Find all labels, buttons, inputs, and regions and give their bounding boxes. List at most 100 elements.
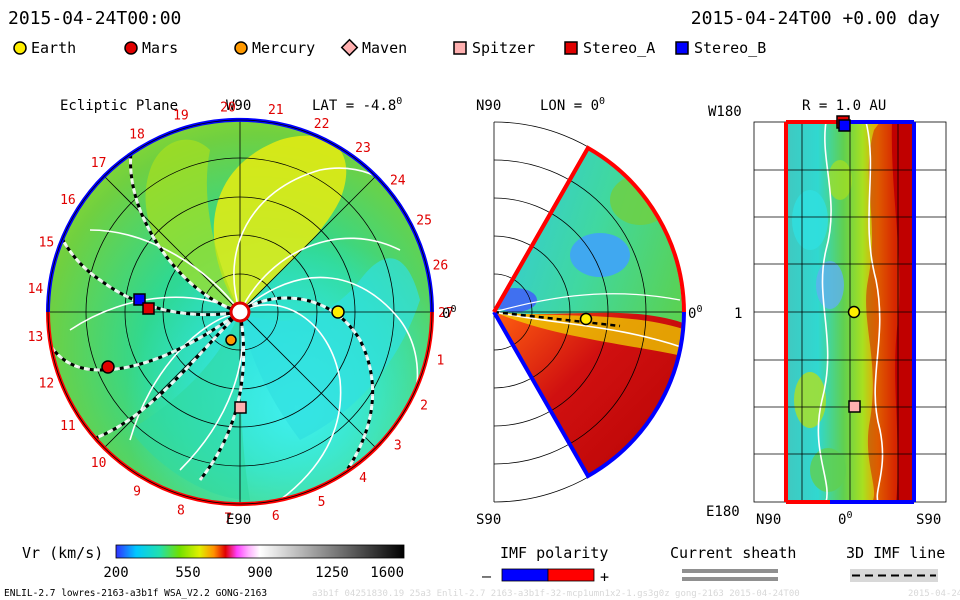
legend-label: Stereo_B: [694, 39, 766, 57]
mars-marker: [101, 360, 115, 374]
imf3d-title: 3D IMF line: [846, 544, 945, 562]
meridional-panel: N90 LON = 00: [476, 96, 702, 528]
maven-marker-icon: [340, 38, 359, 57]
footer-faint-id: a3b1f 04251830.19 25a3 Enlil-2.7 2163-a3…: [312, 589, 800, 599]
mars-marker-icon: [124, 41, 138, 55]
ecliptic-panel: Ecliptic Plane W90 LAT = -4.80: [28, 96, 457, 528]
radial-left-mid: 1: [734, 306, 742, 322]
colorbar: Vr (km/s) 200 550 900 1250 1600: [22, 544, 405, 581]
meridional-velocity-map: [494, 148, 683, 476]
ecliptic-tick-label: 13: [28, 330, 44, 345]
ecliptic-top-label: W90: [226, 98, 251, 114]
imf-legend-minus: –: [482, 567, 492, 585]
meridional-right-label: 00: [688, 304, 702, 322]
colorbar-tick-label: 550: [175, 565, 200, 581]
ecliptic-tick-label: 12: [39, 377, 55, 392]
earth-marker-radial: [847, 305, 861, 319]
radial-left-top: W180: [708, 104, 742, 120]
legend-label: Mars: [142, 39, 178, 57]
legend-mars: Mars: [124, 39, 178, 57]
stereo-b-marker-radial: [838, 119, 851, 132]
footer-model: ENLIL-2.7 lowres-2163-a3b1f WSA_V2.2 GON…: [4, 588, 267, 599]
ecliptic-velocity-map: [48, 120, 432, 504]
colorbar-gradient: [115, 544, 405, 559]
colorbar-tick-label: 900: [247, 565, 272, 581]
ecliptic-tick-label: 2: [420, 399, 428, 414]
header-date-right: 2015-04-24T00 +0.00 day: [691, 8, 940, 29]
legend-maven: Maven: [340, 38, 407, 57]
earth-marker: [331, 305, 345, 319]
legend-label: Spitzer: [472, 39, 535, 57]
ecliptic-tick-label: 27: [438, 306, 454, 321]
meridional-lon-label: LON = 00: [540, 96, 605, 114]
body-legend: Earth Mars Mercury Maven Spitzer Stereo_…: [13, 38, 766, 57]
spitzer-marker: [234, 401, 247, 414]
ecliptic-tick-label: 18: [129, 128, 145, 143]
ecliptic-tick-label: 5: [318, 495, 326, 510]
imf3d-legend: 3D IMF line: [846, 544, 945, 582]
imf-polarity-legend: IMF polarity – +: [482, 544, 609, 586]
ecliptic-title: Ecliptic Plane: [60, 98, 178, 114]
stereo-a-marker: [142, 302, 155, 315]
ecliptic-tick-label: 25: [416, 214, 432, 229]
ecliptic-tick-label: 26: [433, 259, 449, 274]
spitzer-marker-icon: [453, 41, 467, 55]
legend-stereo-a: Stereo_A: [564, 39, 655, 57]
ecliptic-tick-label: 9: [133, 484, 141, 499]
legend-label: Earth: [31, 39, 76, 57]
imf-legend-plus: +: [600, 568, 609, 586]
current-sheath-swatch: [682, 569, 778, 573]
legend-spitzer: Spitzer: [453, 39, 535, 57]
ecliptic-tick-label: 1: [436, 354, 444, 369]
ecliptic-tick-label: 11: [60, 419, 76, 434]
colorbar-label: Vr (km/s): [22, 544, 103, 562]
stereo-a-marker-icon: [564, 41, 578, 55]
ecliptic-tick-label: 15: [39, 236, 55, 251]
imf-positive-swatch: [547, 568, 595, 582]
footer-faint-date: 2015-04-24: [908, 589, 960, 599]
mercury-marker: [225, 334, 237, 346]
ecliptic-tick-label: 8: [177, 503, 185, 518]
meridional-top-label: N90: [476, 98, 501, 114]
legend-label: Maven: [362, 39, 407, 57]
mercury-marker-icon: [234, 41, 248, 55]
ecliptic-tick-label: 14: [28, 282, 44, 297]
ecliptic-tick-label: 6: [272, 509, 280, 524]
ecliptic-tick-label: 22: [314, 117, 330, 132]
radial-title: R = 1.0 AU: [802, 98, 886, 114]
ecliptic-tick-label: 17: [91, 156, 107, 171]
ecliptic-tick-label: 23: [355, 141, 371, 156]
imf-negative-swatch: [501, 568, 549, 582]
ecliptic-tick-label: 24: [390, 174, 406, 189]
colorbar-tick-label: 1600: [370, 565, 404, 581]
legend-stereo-b: Stereo_B: [675, 39, 766, 57]
sun-icon: [229, 301, 251, 323]
ecliptic-tick-label: 10: [91, 456, 107, 471]
ecliptic-tick-label: 19: [173, 109, 189, 124]
earth-marker-meridional: [579, 312, 593, 326]
ecliptic-tick-label: 21: [268, 103, 284, 118]
header-date-left: 2015-04-24T00:00: [8, 8, 181, 29]
current-sheath-title: Current sheath: [670, 544, 796, 562]
colorbar-tick-label: 1250: [315, 565, 349, 581]
legend-label: Mercury: [252, 39, 315, 57]
earth-marker-icon: [13, 41, 27, 55]
stereo-b-marker: [133, 293, 146, 306]
colorbar-ticks: 200 550 900 1250 1600: [103, 565, 404, 581]
colorbar-tick-label: 200: [103, 565, 128, 581]
radial-x-right: S90: [916, 512, 941, 528]
radial-x-left: N90: [756, 512, 781, 528]
legend-label: Stereo_A: [583, 39, 655, 57]
ecliptic-tick-label: 7: [224, 512, 232, 527]
meridional-bottom-label: S90: [476, 512, 501, 528]
current-sheath-legend: Current sheath: [670, 544, 796, 581]
ecliptic-right-label: 00: [442, 304, 456, 322]
legend-earth: Earth: [13, 39, 76, 57]
radial-x-mid: 00: [838, 510, 852, 528]
spitzer-marker-radial: [848, 400, 861, 413]
legend-mercury: Mercury: [234, 39, 315, 57]
radial-left-bottom: E180: [706, 504, 740, 520]
ecliptic-tick-label: 4: [359, 471, 367, 486]
